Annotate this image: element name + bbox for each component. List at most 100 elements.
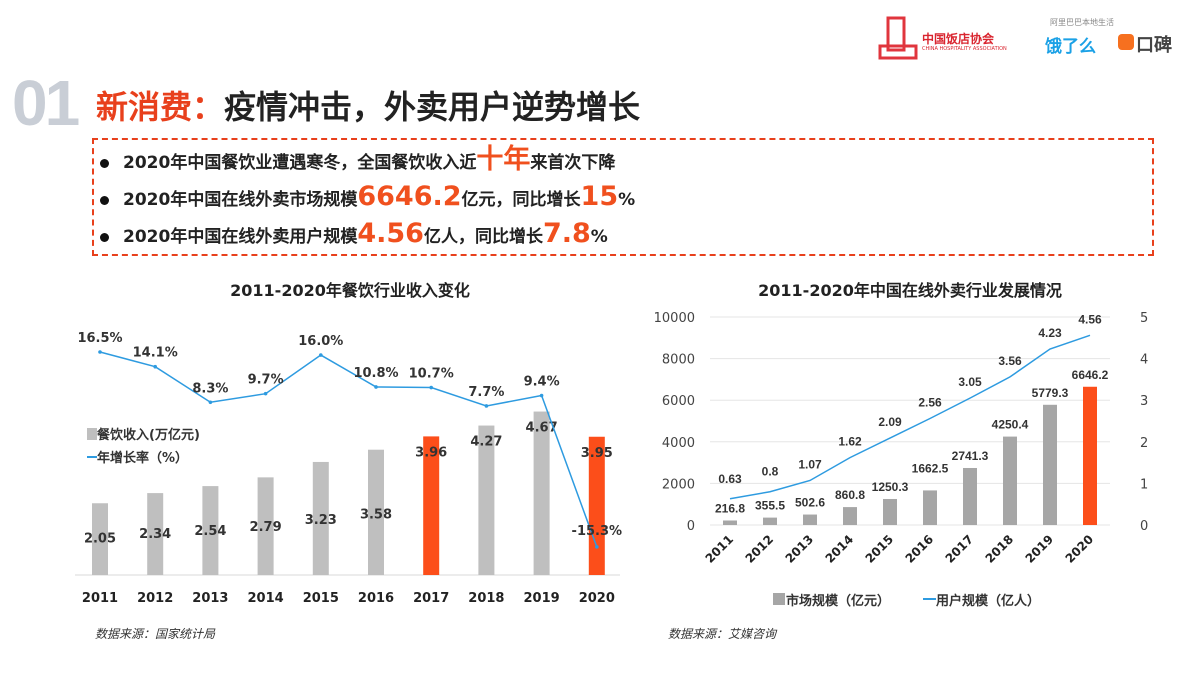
chart1-source: 数据来源：国家统计局 bbox=[95, 627, 216, 641]
bar-2016 bbox=[923, 490, 937, 525]
eleme-logo: 饿了么 bbox=[1045, 37, 1096, 57]
bar-2017 bbox=[423, 436, 440, 575]
bar-2011 bbox=[723, 520, 737, 525]
growth-label-2014: 9.7% bbox=[248, 373, 284, 388]
growth-point-2019 bbox=[539, 393, 544, 398]
x-tick-2016: 2016 bbox=[358, 591, 394, 606]
x-tick-2016: 2016 bbox=[903, 532, 937, 566]
x-tick-2019: 2019 bbox=[524, 591, 560, 606]
bullet-1: 2020年中国餐饮业遭遇寒冬，全国餐饮收入近十年来首次下降 bbox=[100, 144, 615, 179]
users-label-2012: 0.8 bbox=[762, 465, 779, 479]
koubei-icon bbox=[1118, 34, 1134, 50]
y-right-tick-3: 3 bbox=[1140, 394, 1148, 409]
y-right-tick-1: 1 bbox=[1140, 477, 1148, 492]
bullet-3: 2020年中国在线外卖用户规模4.56亿人，同比增长7.8% bbox=[100, 218, 608, 253]
users-label-2019: 4.23 bbox=[1038, 326, 1062, 340]
legend-line-label: 用户规模（亿人） bbox=[935, 593, 1040, 609]
growth-point-2014 bbox=[263, 391, 268, 396]
legend-bar-label: 市场规模（亿元） bbox=[786, 593, 890, 609]
bar-2020 bbox=[588, 436, 605, 575]
legend-bar-label: 餐饮收入(万亿元) bbox=[96, 427, 200, 443]
bar-label-2017: 2741.3 bbox=[952, 449, 989, 463]
growth-label-2011: 16.5% bbox=[77, 331, 122, 346]
users-label-2013: 1.07 bbox=[798, 457, 822, 471]
y-left-tick-6000: 6000 bbox=[662, 394, 695, 409]
bar-label-2013: 502.6 bbox=[795, 496, 825, 510]
association-logo-en: CHINA HOSPITALITY ASSOCIATION bbox=[922, 46, 1007, 52]
bar-2013 bbox=[803, 514, 817, 525]
growth-point-2016 bbox=[374, 385, 378, 389]
highlights-box bbox=[92, 138, 1154, 256]
association-logo-text: 中国饭店协会 bbox=[922, 32, 995, 46]
x-tick-2011: 2011 bbox=[703, 532, 737, 566]
x-tick-2019: 2019 bbox=[1023, 532, 1057, 566]
bar-label-2020: 3.95 bbox=[581, 446, 613, 461]
chart2-source: 数据来源：艾媒咨询 bbox=[668, 627, 777, 641]
bar-label-2016: 1662.5 bbox=[912, 461, 949, 475]
bar-label-2014: 860.8 bbox=[835, 488, 865, 502]
x-tick-2018: 2018 bbox=[468, 591, 504, 606]
bar-label-2012: 355.5 bbox=[755, 499, 785, 513]
legend-bar-swatch bbox=[773, 593, 785, 605]
y-right-tick-0: 0 bbox=[1140, 519, 1148, 534]
koubei-logo: 口碑 bbox=[1136, 35, 1172, 56]
chart2-delivery: 0 0 2000 1 4000 2 6000 3 8000 4 10000 5 216.8 2011 355… bbox=[654, 311, 1149, 609]
growth-label-2019: 9.4% bbox=[524, 375, 560, 390]
growth-point-2017 bbox=[429, 385, 434, 390]
growth-label-2018: 7.7% bbox=[468, 385, 504, 400]
association-logo-icon bbox=[878, 16, 918, 60]
y-left-tick-10000: 10000 bbox=[654, 311, 695, 326]
growth-label-2016: 10.8% bbox=[353, 366, 398, 381]
y-left-tick-8000: 8000 bbox=[662, 353, 695, 368]
growth-point-2015 bbox=[319, 353, 323, 357]
bar-label-2012: 2.34 bbox=[139, 527, 171, 542]
bar-2019 bbox=[533, 411, 550, 575]
y-right-tick-2: 2 bbox=[1140, 436, 1148, 451]
users-label-2015: 2.09 bbox=[878, 415, 902, 429]
x-tick-2014: 2014 bbox=[823, 532, 857, 566]
growth-point-2012 bbox=[153, 364, 157, 369]
bar-label-2011: 216.8 bbox=[715, 501, 745, 515]
bar-label-2019: 5779.3 bbox=[1032, 386, 1069, 400]
chart1-revenue: 2.05 2011 2.34 2012 2.54 2013 2.79 2014 3.23 2015… bbox=[75, 331, 623, 606]
section-number: 01 bbox=[12, 67, 80, 139]
bar-2019 bbox=[1043, 404, 1057, 525]
users-label-2011: 0.63 bbox=[718, 472, 742, 486]
bullet-2: 2020年中国在线外卖市场规模6646.2亿元，同比增长15% bbox=[100, 181, 635, 216]
bar-2012 bbox=[147, 493, 164, 575]
bar-2015 bbox=[312, 461, 329, 575]
bar-label-2015: 3.23 bbox=[305, 513, 337, 528]
title-prefix: 新消费： bbox=[96, 88, 225, 126]
bar-2015 bbox=[883, 498, 897, 525]
bar-2014 bbox=[843, 507, 857, 525]
growth-label-2015: 16.0% bbox=[298, 334, 343, 349]
growth-label-2020: -15.3% bbox=[572, 524, 623, 539]
growth-point-2018 bbox=[484, 404, 489, 408]
users-label-2014: 1.62 bbox=[838, 435, 862, 449]
bar-label-2018: 4250.4 bbox=[992, 418, 1029, 432]
bar-2012 bbox=[763, 517, 777, 525]
bar-2018 bbox=[1003, 436, 1017, 525]
x-tick-2012: 2012 bbox=[743, 532, 777, 566]
bar-2020 bbox=[1083, 386, 1097, 525]
alibaba-tagline: 阿里巴巴本地生活 bbox=[1050, 18, 1114, 27]
legend-bar-swatch bbox=[87, 428, 97, 440]
bar-label-2017: 3.96 bbox=[415, 445, 447, 460]
y-left-tick-4000: 4000 bbox=[662, 436, 695, 451]
chart1-title: 2011-2020年餐饮行业收入变化 bbox=[230, 281, 470, 300]
users-label-2020: 4.56 bbox=[1078, 312, 1102, 326]
bar-label-2013: 2.54 bbox=[194, 524, 226, 539]
bar-2014 bbox=[257, 477, 274, 575]
users-label-2018: 3.56 bbox=[998, 354, 1022, 368]
x-tick-2018: 2018 bbox=[983, 532, 1017, 566]
bar-2011 bbox=[92, 503, 108, 575]
x-tick-2013: 2013 bbox=[783, 532, 817, 566]
growth-label-2013: 8.3% bbox=[192, 381, 228, 396]
growth-point-2011 bbox=[98, 350, 102, 354]
bar-label-2014: 2.79 bbox=[250, 520, 282, 535]
x-tick-2014: 2014 bbox=[248, 591, 284, 606]
x-tick-2015: 2015 bbox=[303, 591, 339, 606]
bar-2018 bbox=[478, 425, 495, 575]
chart2-title: 2011-2020年中国在线外卖行业发展情况 bbox=[758, 281, 1062, 300]
bar-label-2019: 4.67 bbox=[526, 421, 558, 436]
